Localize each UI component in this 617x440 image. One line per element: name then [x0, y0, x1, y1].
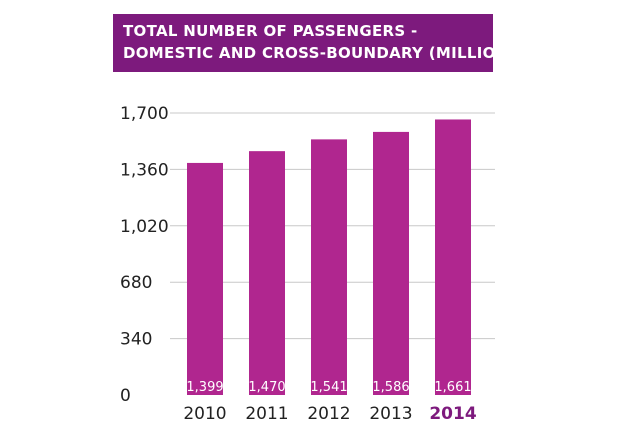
bars: 1,399 1,470 1,541 1,586 1,661 [186, 119, 472, 395]
x-axis: 2010 2011 2012 2013 2014 [183, 404, 476, 424]
x-tick-label: 2010 [183, 404, 226, 424]
y-tick-label: 680 [120, 273, 152, 293]
y-tick-label: 1,700 [120, 104, 169, 124]
bar [311, 139, 347, 395]
data-label: 1,586 [372, 380, 409, 395]
bar [435, 119, 471, 395]
chart-title-line-2: DOMESTIC AND CROSS-BOUNDARY (MILLION) [123, 44, 516, 62]
y-tick-label: 1,360 [120, 160, 169, 180]
data-label: 1,541 [310, 380, 347, 395]
y-tick-label: 1,020 [120, 217, 169, 237]
chart-title-line-1: TOTAL NUMBER OF PASSENGERS - [123, 22, 418, 40]
x-tick-label: 2012 [307, 404, 350, 424]
x-tick-label: 2011 [245, 404, 288, 424]
y-tick-label: 340 [120, 330, 152, 350]
x-tick-label: 2013 [369, 404, 412, 424]
data-label: 1,470 [248, 380, 285, 395]
data-label: 1,661 [434, 380, 471, 395]
y-tick-label: 0 [120, 386, 131, 406]
bar [373, 131, 409, 395]
y-axis: 0 340 680 1,020 1,360 1,700 [120, 104, 169, 406]
bar [249, 151, 285, 395]
data-label: 1,399 [186, 380, 223, 395]
x-tick-label: 2014 [429, 404, 476, 424]
bar [187, 162, 223, 395]
chart-title-box: TOTAL NUMBER OF PASSENGERS - DOMESTIC AN… [113, 14, 516, 72]
